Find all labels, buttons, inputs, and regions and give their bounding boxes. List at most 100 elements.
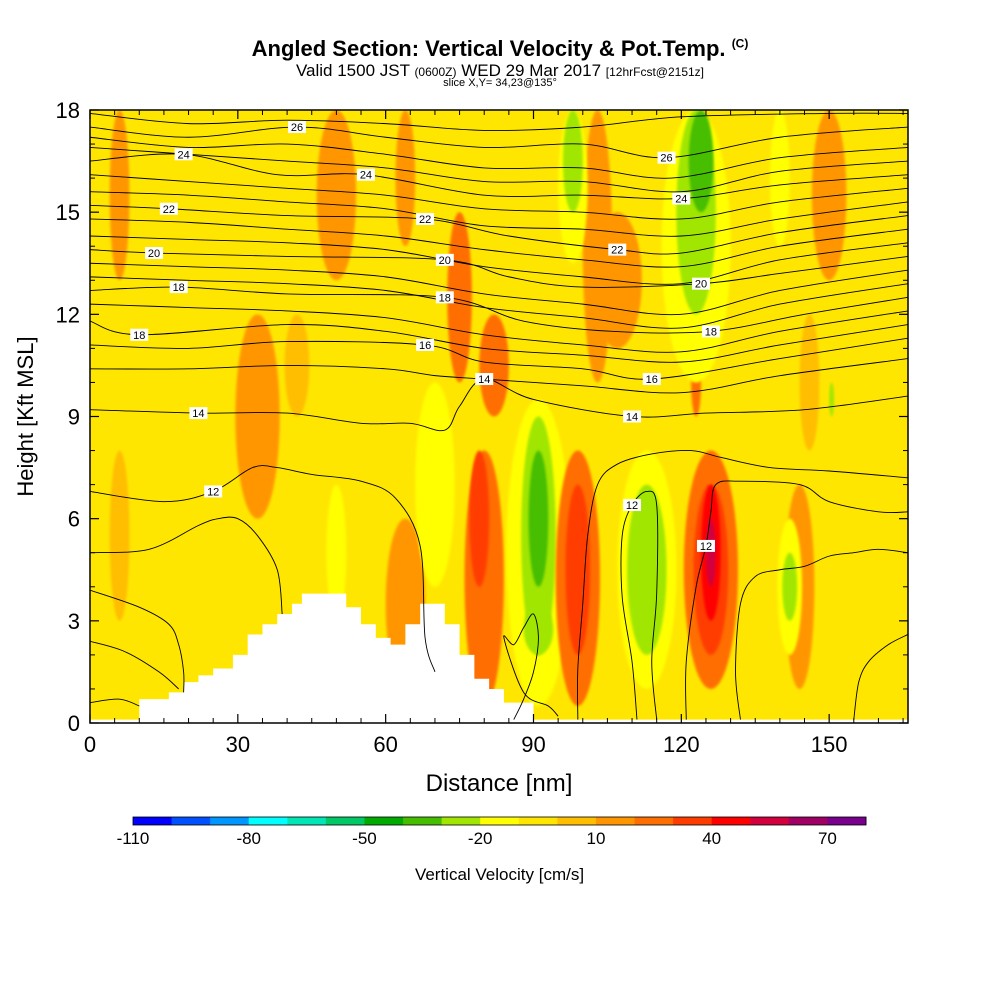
x-axis-label: Distance [nm] (426, 770, 573, 797)
contour-label: 26 (291, 122, 303, 134)
contour-label: 18 (705, 326, 717, 338)
colorbar-swatch (133, 817, 173, 825)
colorbar-swatch (595, 817, 636, 825)
pot-temp-contour (90, 698, 140, 707)
pot-temp-contour (90, 640, 179, 690)
colorbar-swatch (711, 817, 751, 825)
contour-label-bg (287, 121, 306, 134)
contour-label-bg (130, 328, 149, 341)
contour-label: 12 (626, 500, 638, 512)
contour-label: 12 (700, 541, 712, 553)
colorbar-swatch (518, 817, 558, 825)
velocity-cell (688, 110, 714, 213)
terrain-mask (139, 593, 534, 723)
y-axis-label: Height [Kft MSL] (13, 336, 38, 496)
colorbar-swatch (248, 817, 288, 825)
velocity-cell (528, 450, 549, 587)
vertical-velocity-fill (90, 110, 908, 723)
pot-temp-contour (90, 378, 908, 432)
colorbar-swatch (788, 817, 828, 825)
velocity-cell (829, 382, 835, 417)
pot-temp-contour (90, 516, 283, 615)
contour-label: 22 (611, 245, 623, 257)
colorbar-swatch (210, 817, 250, 825)
velocity-cell (469, 450, 490, 587)
contour-label: 16 (419, 340, 431, 352)
contour-label: 22 (163, 204, 175, 216)
contour-label: 14 (626, 412, 638, 424)
velocity-cell (705, 518, 716, 587)
contour-label-bg (696, 539, 715, 552)
contour-label-bg (642, 373, 661, 386)
valid-time: Valid 1500 JST (295, 61, 410, 80)
y-tick-label: 6 (68, 507, 80, 532)
contour-label-bg (623, 499, 642, 512)
colorbar-tick-label: -20 (468, 829, 493, 848)
velocity-cell (565, 484, 591, 655)
contour-label-bg (692, 277, 711, 290)
colorbar-tick-label: -80 (236, 829, 261, 848)
contour-label-bg (169, 281, 188, 294)
pot-temp-contour (90, 589, 185, 693)
colorbar-swatch (171, 817, 211, 825)
pot-temp-contour (90, 218, 908, 268)
pot-temp-contour (90, 235, 908, 285)
colorbar-swatch (480, 817, 520, 825)
velocity-cell (415, 382, 455, 587)
contour-label: 20 (439, 255, 451, 267)
x-tick-label: 30 (226, 732, 250, 757)
pot-temp-contour (90, 320, 908, 363)
contour-label-bg (189, 407, 208, 420)
pot-temp-contour (90, 249, 908, 288)
pot-temp-contour (90, 174, 908, 220)
x-tick-label: 120 (663, 732, 700, 757)
pot-temp-contour (90, 303, 908, 353)
contour-label-bg (174, 148, 193, 161)
contour-label-bg (608, 243, 627, 256)
contour-label-bg (159, 202, 178, 215)
velocity-cell (235, 314, 280, 519)
x-tick-label: 0 (84, 732, 96, 757)
velocity-cell (770, 110, 790, 247)
y-tick-label: 18 (56, 98, 80, 123)
contour-label: 20 (695, 279, 707, 291)
colorbar-swatch (750, 817, 790, 825)
velocity-cell (563, 110, 583, 213)
pot-temp-contour (90, 136, 908, 179)
colorbar-label: Vertical Velocity [cm/s] (415, 865, 584, 884)
contour-label: 16 (646, 374, 658, 386)
contour-label-bg (356, 168, 375, 181)
contour-label: 26 (660, 153, 672, 165)
colorbar-tick-label: 70 (818, 829, 837, 848)
contour-label: 18 (133, 330, 145, 342)
colorbar-swatch (364, 817, 404, 825)
contour-label-bg (435, 253, 454, 266)
chart-title: Angled Section: Vertical Velocity & Pot.… (0, 36, 1000, 62)
colorbar-swatch (827, 817, 867, 825)
pot-temp-contour (685, 480, 908, 720)
pot-temp-contour (90, 153, 908, 200)
contour-label: 14 (478, 374, 490, 386)
slice-info: slice X,Y= 34,23@135° (443, 77, 557, 89)
contour-label-bg (701, 325, 720, 338)
velocity-cell (523, 603, 554, 655)
chart-subtitle: Valid 1500 JST (0600Z) WED 29 Mar 2017 [… (0, 61, 1000, 81)
y-tick-label: 0 (68, 711, 80, 736)
colorbar-tick-label: -50 (352, 829, 377, 848)
pot-temp-contour (853, 634, 908, 720)
colorbar-tick-label: 10 (586, 829, 605, 848)
velocity-cell (326, 484, 347, 621)
y-tick-label: 12 (56, 302, 80, 327)
colorbar: -110 -80 -50 -20 10 40 70 Vertical Velocity [cm… (117, 816, 867, 884)
pot-temp-contour (90, 191, 908, 237)
contour-label: 18 (439, 292, 451, 304)
x-tick-label: 60 (373, 732, 397, 757)
velocity-cell (316, 110, 357, 281)
colorbar-swatch (287, 817, 327, 825)
pot-temp-contour (90, 358, 908, 394)
velocity-cell (782, 552, 798, 621)
colorbar-swatch (325, 817, 365, 825)
colorbar-tick-label: 40 (702, 829, 721, 848)
pot-temp-contour (90, 112, 908, 131)
